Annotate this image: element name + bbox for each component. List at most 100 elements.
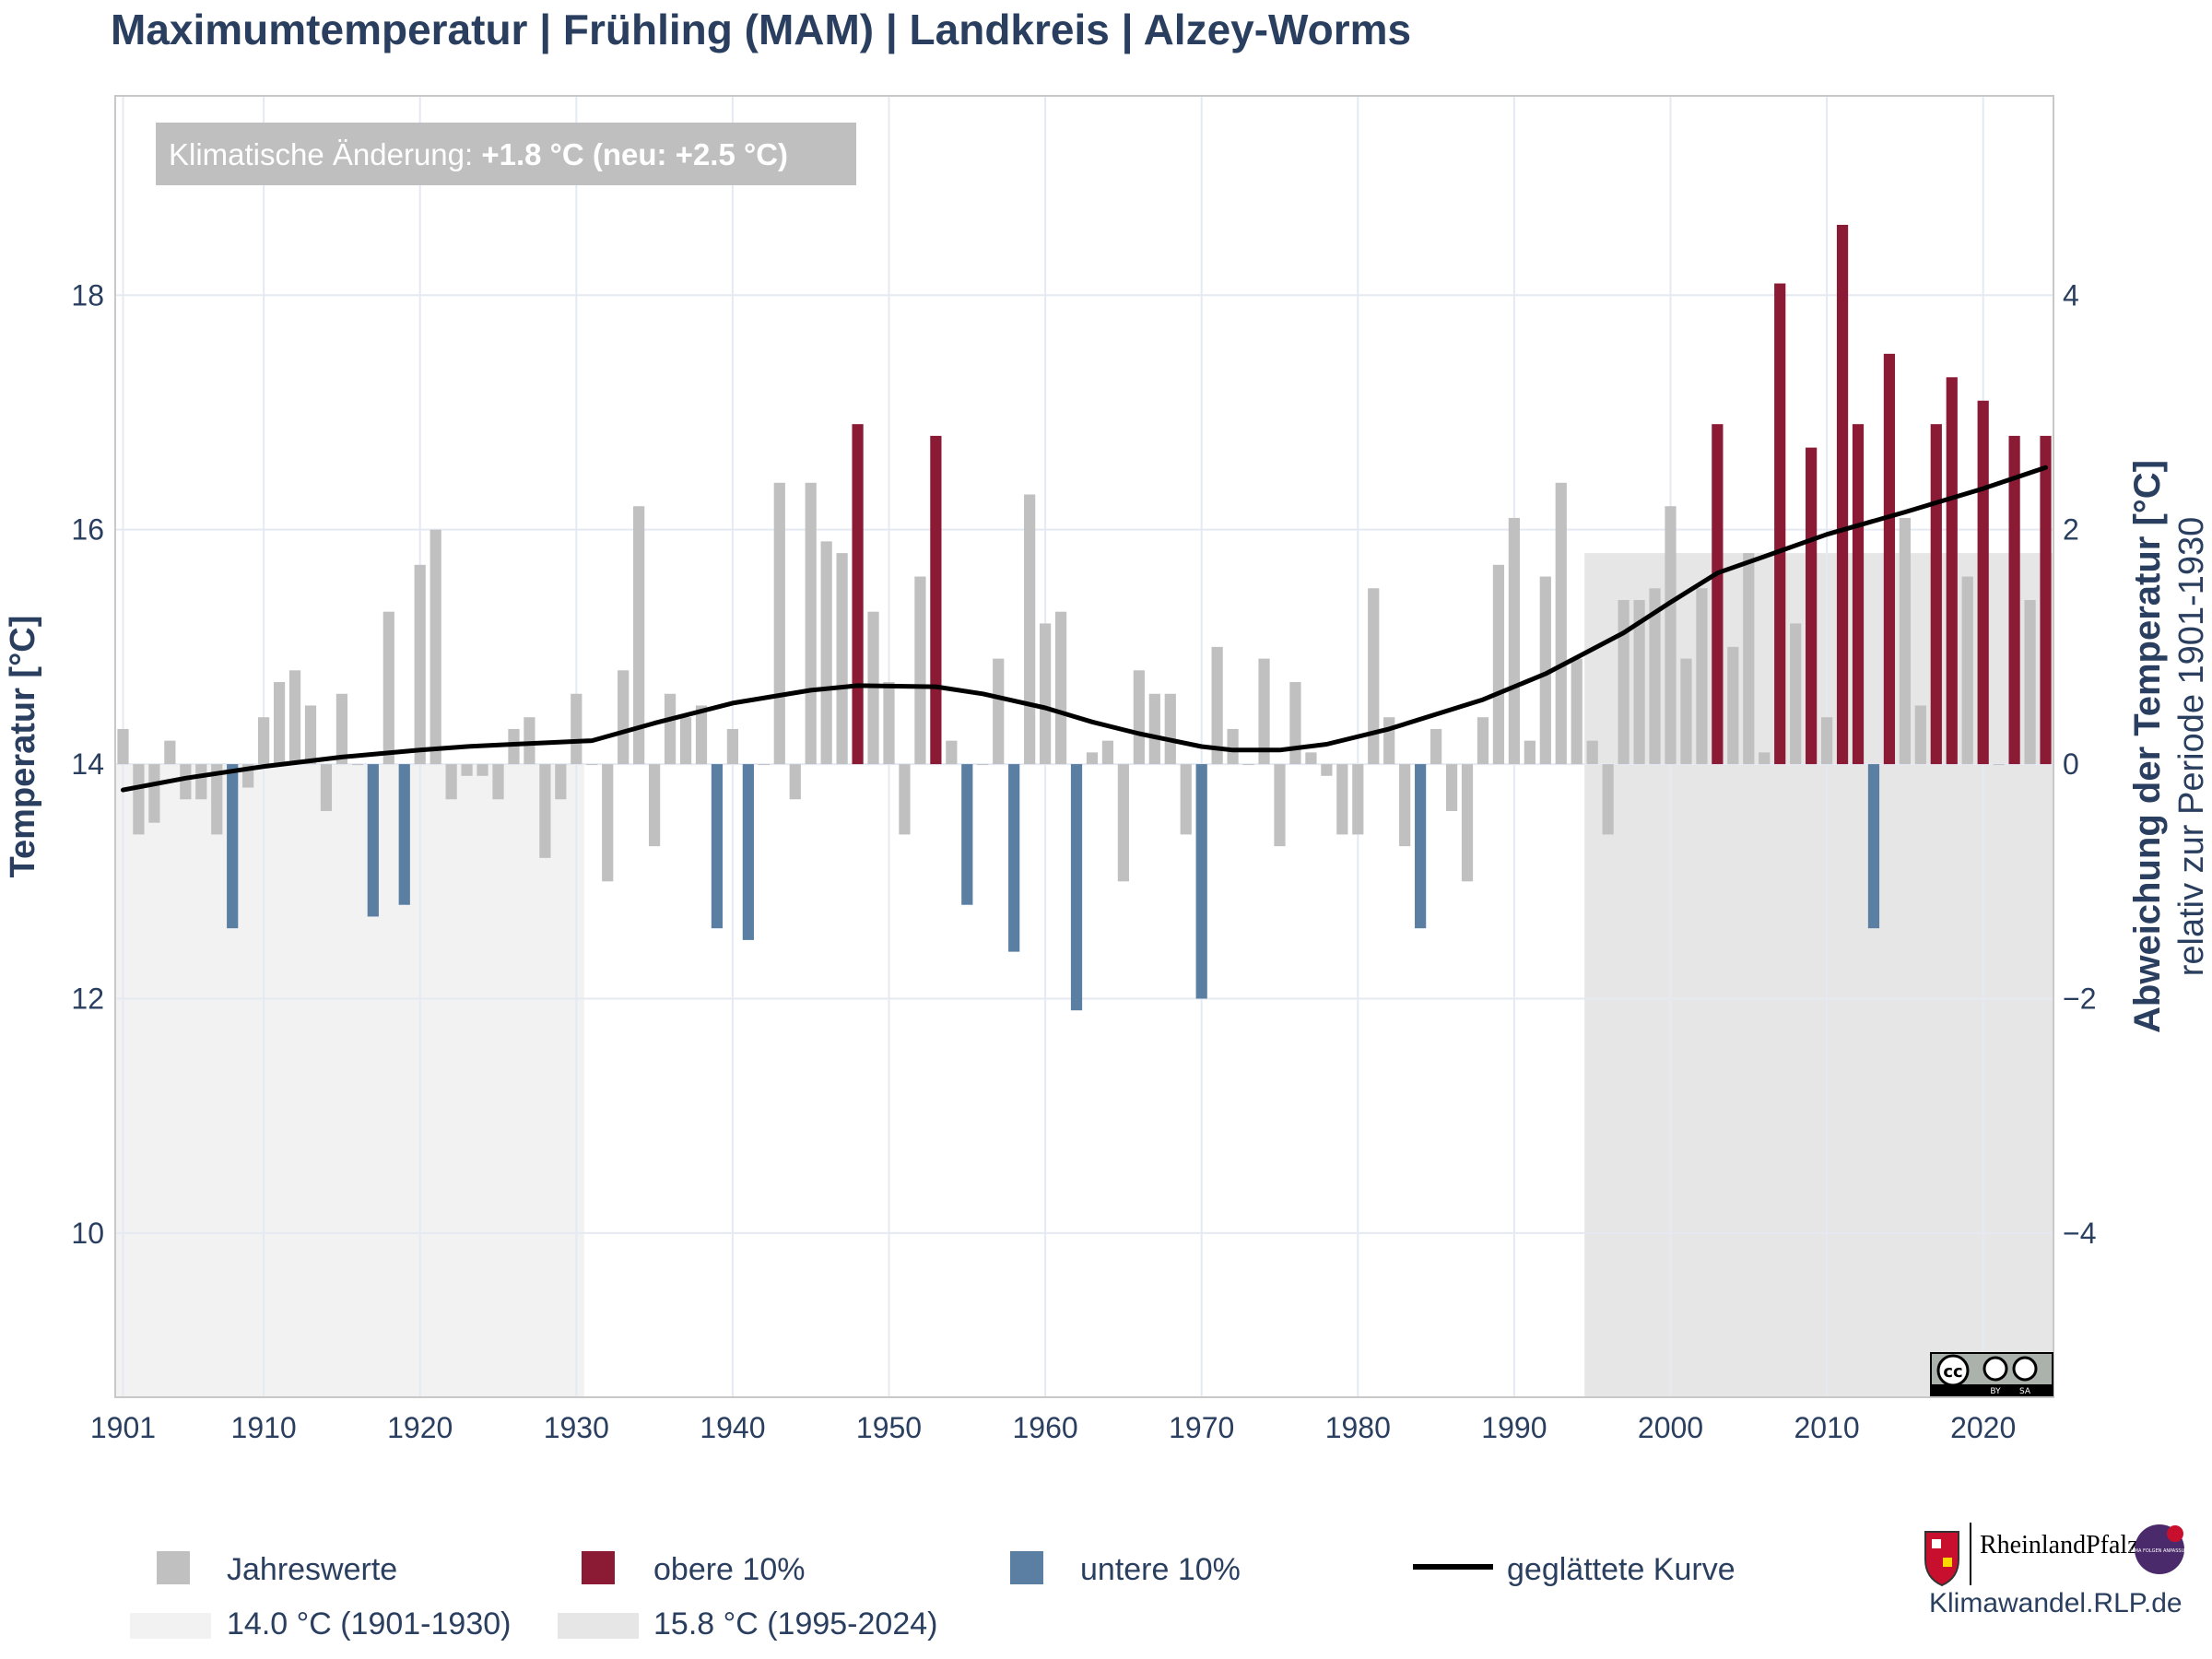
- bar-normal-1916: [351, 764, 363, 766]
- bar-normal-1937: [679, 717, 692, 765]
- bar-normal-1923: [461, 764, 473, 776]
- bar-normal-1925: [492, 764, 504, 800]
- reference-band-1901-1930: [115, 764, 584, 1397]
- bar-normal-1993: [1555, 482, 1567, 765]
- bar-normal-1902: [133, 764, 145, 835]
- klima-badge-text: KLIMA FOLGEN ANPASSUNG: [2127, 1548, 2192, 1554]
- bar-normal-1946: [820, 541, 832, 765]
- bar-normal-1945: [805, 482, 817, 765]
- y2-tick-label: −4: [2063, 1217, 2096, 1250]
- bar-normal-1920: [414, 564, 426, 765]
- x-tick-label: 2010: [1794, 1411, 1859, 1444]
- bar-normal-1987: [1461, 764, 1474, 882]
- climate-change-annotation: Klimatische Änderung: +1.8 °C (neu: +2.5…: [156, 123, 856, 185]
- bar-normal-1964: [1101, 740, 1114, 765]
- bar-normal-1967: [1148, 693, 1160, 765]
- bar-upper-1953: [930, 435, 942, 765]
- legend-swatch-lower: [1010, 1551, 1043, 1584]
- bar-normal-1980: [1352, 764, 1364, 835]
- bar-normal-2008: [1790, 623, 1802, 765]
- x-tick-label: 1990: [1481, 1411, 1547, 1444]
- legend-swatch-jahreswerte: [157, 1551, 190, 1584]
- y2-axis-subtitle: relativ zur Periode 1901-1930: [2172, 517, 2211, 977]
- bar-normal-1914: [320, 764, 333, 811]
- cc-icon: [1936, 1354, 1970, 1387]
- bar-normal-2006: [1759, 752, 1771, 765]
- bar-normal-1994: [1571, 658, 1583, 765]
- smoothed-curve: [121, 465, 2048, 793]
- bar-normal-2005: [1743, 553, 1755, 765]
- bar-normal-1911: [273, 682, 286, 765]
- bar-normal-2015: [1899, 517, 1911, 765]
- bar-upper-2017: [1930, 424, 1942, 765]
- bar-normal-1931: [586, 764, 598, 766]
- bar-normal-1947: [836, 553, 848, 765]
- cc-license-badge: cc BY SA: [1930, 1352, 2053, 1396]
- by-icon: [1983, 1356, 2008, 1382]
- annotation-prefix: Klimatische Änderung:: [169, 137, 481, 171]
- bar-lower-1919: [398, 764, 410, 905]
- bar-upper-2012: [1852, 424, 1865, 765]
- bar-normal-1968: [1164, 693, 1176, 765]
- bar-lower-1908: [227, 764, 239, 929]
- bar-upper-2009: [1806, 447, 1818, 765]
- bar-upper-2007: [1774, 283, 1786, 765]
- bar-lower-1955: [961, 764, 973, 905]
- x-tick-label: 1901: [90, 1411, 156, 1444]
- bar-normal-2021: [1993, 764, 2005, 766]
- bar-normal-1942: [758, 764, 770, 766]
- reference-band-1995-2024: [1584, 553, 2053, 1397]
- bar-normal-1935: [649, 764, 661, 847]
- y2-tick-label: 2: [2063, 513, 2079, 547]
- x-tick-label: 1970: [1169, 1411, 1234, 1444]
- plot-frame: [114, 95, 2054, 1398]
- bar-lower-1970: [1195, 764, 1207, 999]
- y-tick-label: 18: [71, 278, 104, 312]
- legend-swatch-upper: [582, 1551, 615, 1584]
- bar-normal-1915: [335, 693, 348, 765]
- website-link[interactable]: Klimawandel.RLP.de: [1929, 1588, 2183, 1618]
- legend-label-ref-late: 15.8 °C (1995-2024): [653, 1606, 937, 1641]
- y2-tick-label: −2: [2063, 982, 2096, 1015]
- bar-normal-1983: [1399, 764, 1411, 847]
- sa-icon: [2012, 1356, 2038, 1382]
- bar-normal-1981: [1368, 588, 1380, 765]
- bar-normal-1952: [914, 576, 926, 765]
- x-tick-label: 1980: [1325, 1411, 1391, 1444]
- bar-lower-1962: [1070, 764, 1083, 1011]
- bar-normal-2001: [1680, 658, 1692, 765]
- annotation-value: +1.8 °C (neu: +2.5 °C): [481, 137, 788, 171]
- bar-normal-1969: [1180, 764, 1192, 835]
- chart-title: Maximumtemperatur | Frühling (MAM) | Lan…: [111, 6, 1411, 53]
- x-tick-label: 1910: [231, 1411, 297, 1444]
- bar-normal-1991: [1524, 740, 1535, 765]
- bar-normal-1965: [1117, 764, 1130, 882]
- bar-normal-1997: [1618, 599, 1630, 765]
- bar-normal-1977: [1305, 752, 1317, 765]
- bar-normal-1975: [1274, 764, 1286, 847]
- bar-normal-1978: [1321, 764, 1333, 776]
- bar-normal-2000: [1665, 506, 1677, 765]
- bar-normal-1934: [633, 506, 645, 765]
- bar-lower-1941: [742, 764, 754, 940]
- bar-normal-1933: [618, 670, 629, 765]
- bar-normal-2016: [1914, 705, 1926, 765]
- reference-bands: [115, 553, 2053, 1397]
- bar-normal-1921: [429, 529, 441, 765]
- bar-normal-1932: [602, 764, 614, 882]
- bar-normal-2004: [1727, 646, 1739, 765]
- bar-normal-1943: [773, 482, 785, 765]
- bar-normal-1979: [1336, 764, 1348, 835]
- y-axis-title: Temperatur [°C]: [4, 616, 42, 878]
- bar-normal-1924: [477, 764, 488, 776]
- x-tick-label: 2000: [1638, 1411, 1703, 1444]
- rlp-logo-text: RheinlandPfalz: [1980, 1531, 2139, 1559]
- bar-normal-1905: [180, 764, 192, 800]
- y2-tick-label: 4: [2063, 278, 2079, 312]
- bar-normal-2002: [1696, 588, 1708, 765]
- bar-upper-2018: [1946, 377, 1958, 765]
- bar-normal-1907: [211, 764, 223, 835]
- legend-label-trend: geglättete Kurve: [1507, 1552, 1735, 1587]
- bar-normal-1999: [1649, 588, 1661, 765]
